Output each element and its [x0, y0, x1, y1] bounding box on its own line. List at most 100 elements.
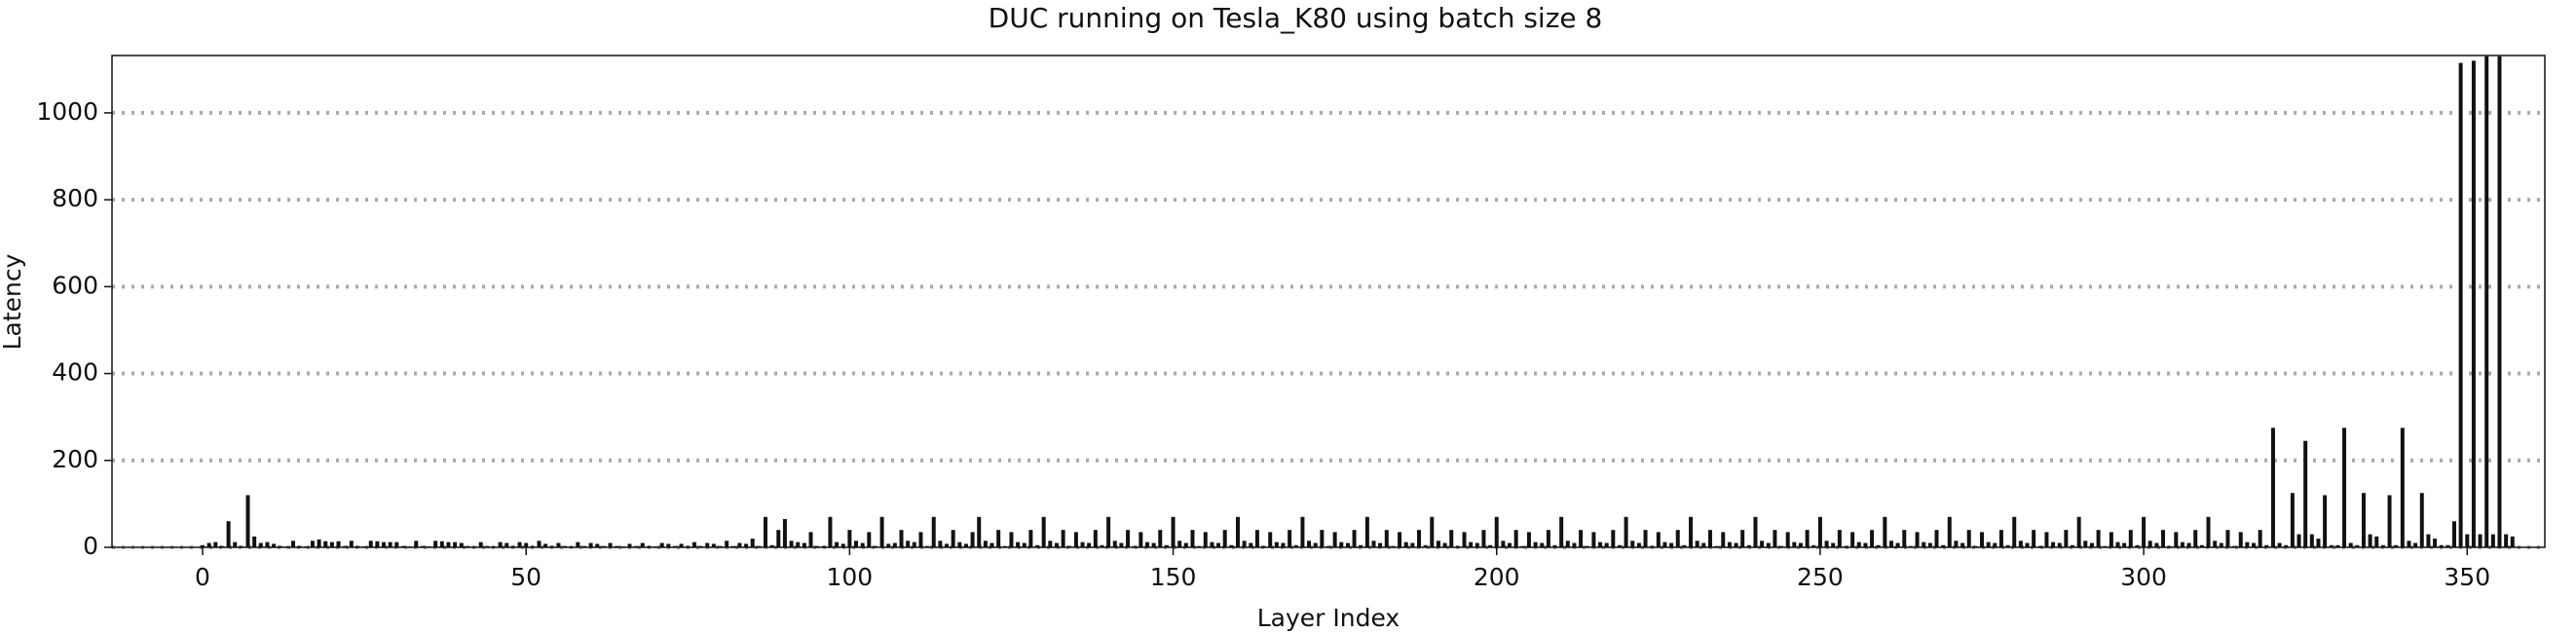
- bar: [317, 539, 321, 547]
- bar: [1850, 532, 1855, 547]
- bar: [764, 516, 767, 547]
- x-tick-label: 350: [2444, 563, 2490, 591]
- bar: [854, 541, 859, 547]
- bar: [2161, 530, 2166, 547]
- chart-title: DUC running on Tesla_K80 using batch siz…: [989, 2, 1603, 34]
- bar: [1112, 541, 1117, 547]
- bar: [879, 516, 884, 547]
- bar: [1158, 530, 1163, 547]
- bar: [892, 542, 897, 547]
- bar: [996, 530, 1001, 547]
- bar: [1371, 541, 1376, 547]
- bar: [847, 530, 852, 547]
- bar: [1488, 544, 1493, 547]
- bar: [1410, 542, 1415, 547]
- bar: [388, 541, 392, 547]
- bar: [2219, 542, 2223, 547]
- bar: [666, 543, 671, 547]
- bar: [1398, 532, 1402, 547]
- bar: [1009, 532, 1014, 547]
- bar: [1552, 544, 1557, 547]
- bar: [1760, 541, 1765, 547]
- bar: [245, 495, 250, 547]
- bar: [1643, 530, 1648, 547]
- bar: [1817, 516, 1822, 547]
- bar: [1242, 541, 1247, 547]
- bar: [983, 541, 988, 547]
- bar: [1229, 544, 1234, 547]
- bar: [2264, 544, 2269, 547]
- bar: [789, 541, 794, 547]
- bar: [1895, 542, 1900, 547]
- bar: [2128, 530, 2133, 547]
- bar: [1656, 532, 1661, 547]
- bar: [1268, 532, 1273, 547]
- bar: [2445, 544, 2450, 547]
- bar: [226, 521, 231, 547]
- bar: [1288, 530, 1292, 547]
- bar: [945, 543, 950, 547]
- bar: [835, 541, 840, 547]
- bar: [368, 541, 373, 547]
- bar: [1902, 530, 1907, 547]
- bar: [2510, 536, 2515, 547]
- bar: [556, 542, 561, 547]
- bar: [2018, 541, 2023, 547]
- bar: [1403, 541, 1408, 547]
- bar: [1533, 541, 1538, 547]
- bar: [2032, 530, 2036, 547]
- bar: [1960, 542, 1965, 547]
- bar: [329, 541, 334, 547]
- bar: [1144, 541, 1149, 547]
- bar: [1080, 541, 1085, 547]
- bar: [1540, 542, 1545, 547]
- x-tick-label: 50: [510, 563, 541, 591]
- bar: [1773, 530, 1777, 547]
- bar: [2154, 542, 2159, 547]
- bar: [1624, 516, 1628, 547]
- bar: [2051, 541, 2056, 547]
- bar: [1707, 530, 1712, 547]
- bar: [543, 543, 548, 547]
- bar: [2374, 536, 2379, 547]
- bar: [1701, 542, 1706, 547]
- bar: [2245, 541, 2250, 547]
- bar: [1941, 544, 1946, 547]
- bar: [1028, 530, 1033, 547]
- bar: [1508, 542, 1512, 547]
- y-tick-label: 600: [52, 271, 98, 299]
- bar: [1915, 532, 1920, 547]
- bar: [1249, 542, 1253, 547]
- x-tick-label: 150: [1150, 563, 1197, 591]
- bar: [446, 541, 451, 547]
- bar: [2174, 532, 2179, 547]
- bar: [1986, 541, 1991, 547]
- bar: [1922, 541, 1926, 547]
- bar: [886, 543, 891, 547]
- bar: [1449, 530, 1454, 547]
- bar: [912, 541, 916, 547]
- bar: [504, 542, 509, 547]
- y-tick-label: 200: [52, 445, 98, 473]
- bar: [989, 542, 994, 547]
- bar: [951, 530, 955, 547]
- bar: [1947, 516, 1952, 547]
- bar: [711, 543, 716, 547]
- x-tick-label: 200: [1474, 563, 1520, 591]
- bar: [1022, 542, 1027, 547]
- bar: [2109, 532, 2113, 547]
- bar: [2433, 539, 2438, 547]
- bar: [349, 541, 354, 547]
- bar: [1993, 542, 1997, 547]
- bar: [2458, 62, 2463, 547]
- bar: [1054, 542, 1059, 547]
- bar: [1753, 516, 1758, 547]
- bar: [2309, 534, 2314, 547]
- bar: [336, 541, 341, 547]
- bar: [1073, 532, 1078, 547]
- bar: [310, 541, 315, 547]
- bar: [1087, 542, 1092, 547]
- bar: [1442, 542, 1447, 547]
- bar: [1934, 530, 1939, 547]
- bar: [1966, 530, 1971, 547]
